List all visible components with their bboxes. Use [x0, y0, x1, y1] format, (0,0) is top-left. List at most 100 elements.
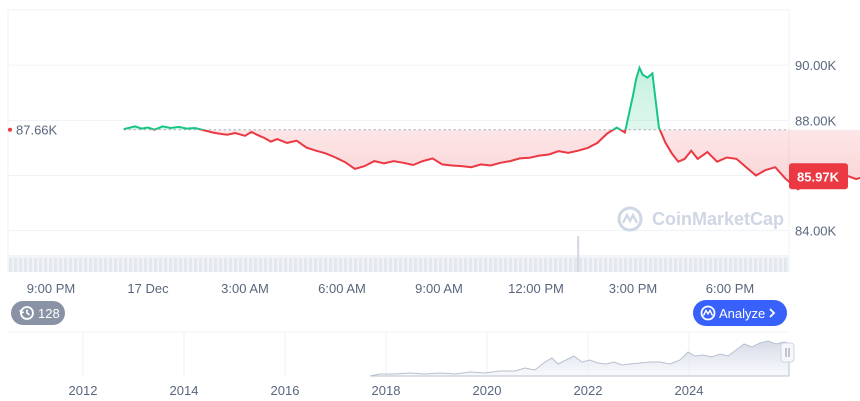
volume-bar — [649, 258, 653, 272]
volume-bar — [219, 258, 223, 272]
volume-bar — [69, 258, 73, 272]
volume-bar — [334, 258, 338, 272]
volume-bar — [589, 258, 593, 272]
volume-bar — [394, 258, 398, 272]
volume-bar — [744, 258, 748, 272]
volume-bar — [364, 258, 368, 272]
current-price-label: 85.97K — [797, 169, 840, 184]
volume-bar — [514, 258, 518, 272]
volume-bar — [74, 258, 78, 272]
navigator-history-area — [369, 340, 790, 377]
volume-bar — [449, 258, 453, 272]
volume-bar — [174, 258, 178, 272]
price-tick-label: 88.00K — [795, 113, 837, 128]
volume-bar — [314, 258, 318, 272]
reference-label: 87.66K — [16, 123, 58, 138]
volume-bar — [604, 258, 608, 272]
volume-bar — [169, 258, 173, 272]
volume-bar — [429, 258, 433, 272]
watermark-text: CoinMarketCap — [652, 209, 784, 229]
volume-bar — [39, 258, 43, 272]
volume-bar — [224, 258, 228, 272]
time-tick-label: 12:00 PM — [508, 281, 564, 296]
volume-bar — [454, 258, 458, 272]
volume-bar — [164, 258, 168, 272]
volume-bar — [209, 258, 213, 272]
volume-bar — [279, 258, 283, 272]
volume-bar — [769, 258, 773, 272]
volume-bar — [109, 258, 113, 272]
volume-bar — [629, 258, 633, 272]
history-button[interactable]: 128 — [5, 301, 65, 325]
volume-bar — [419, 258, 423, 272]
volume-bar — [399, 258, 403, 272]
volume-bar — [344, 258, 348, 272]
volume-bar — [664, 258, 668, 272]
volume-bar — [779, 258, 783, 272]
volume-bar — [549, 258, 553, 272]
navigator-handle[interactable] — [780, 342, 795, 363]
volume-bar — [379, 258, 383, 272]
volume-bar — [759, 258, 763, 272]
year-tick-label: 2016 — [271, 383, 300, 398]
time-axis: 9:00 PM 17 Dec 3:00 AM 6:00 AM 9:00 AM 12:00 … — [27, 281, 754, 296]
volume-bar — [309, 258, 313, 272]
volume-bar — [524, 258, 528, 272]
volume-bar — [284, 258, 288, 272]
volume-bar — [94, 258, 98, 272]
volume-bar — [59, 258, 63, 272]
volume-bar — [389, 258, 393, 272]
volume-bar — [489, 258, 493, 272]
volume-bar — [264, 258, 268, 272]
volume-bar — [259, 258, 263, 272]
cmc-watermark-icon — [617, 206, 643, 232]
volume-bar — [139, 258, 143, 272]
cmc-logo-icon — [700, 305, 716, 321]
volume-bar — [249, 258, 253, 272]
volume-bar — [434, 258, 438, 272]
volume-bar — [84, 258, 88, 272]
volume-bar — [349, 258, 353, 272]
volume-bar — [79, 258, 83, 272]
volume-bar — [534, 258, 538, 272]
volume-bar — [124, 258, 128, 272]
volume-bar — [699, 258, 703, 272]
volume-bar — [374, 258, 378, 272]
volume-bar — [14, 258, 18, 272]
volume-bar — [114, 258, 118, 272]
volume-bar — [554, 258, 558, 272]
volume-bar — [539, 258, 543, 272]
volume-bar — [504, 258, 508, 272]
year-tick-label: 2020 — [473, 383, 502, 398]
volume-bar — [464, 258, 468, 272]
volume-bar — [404, 258, 408, 272]
volume-bar — [599, 258, 603, 272]
volume-bar — [9, 258, 13, 272]
volume-bar — [519, 258, 523, 272]
volume-bar — [119, 258, 123, 272]
volume-bar — [104, 258, 108, 272]
volume-bar — [204, 258, 208, 272]
volume-bar — [439, 258, 443, 272]
volume-bar — [644, 258, 648, 272]
analyze-button[interactable]: Analyze — [693, 300, 787, 326]
volume-bar — [679, 258, 683, 272]
volume-bar — [574, 258, 578, 272]
volume-bar — [269, 258, 273, 272]
volume-bar — [584, 258, 588, 272]
volume-bar — [459, 258, 463, 272]
volume-bar — [749, 258, 753, 272]
volume-bar — [754, 258, 758, 272]
volume-bar — [134, 258, 138, 272]
volume-bar — [669, 258, 673, 272]
volume-bar — [729, 258, 733, 272]
volume-bar — [639, 258, 643, 272]
volume-bar — [444, 258, 448, 272]
chevron-right-icon — [769, 308, 776, 318]
volume-bar — [324, 258, 328, 272]
volume-bar — [294, 258, 298, 272]
volume-bar — [99, 258, 103, 272]
volume-bar — [384, 258, 388, 272]
volume-bar — [704, 258, 708, 272]
volume-bar — [544, 258, 548, 272]
